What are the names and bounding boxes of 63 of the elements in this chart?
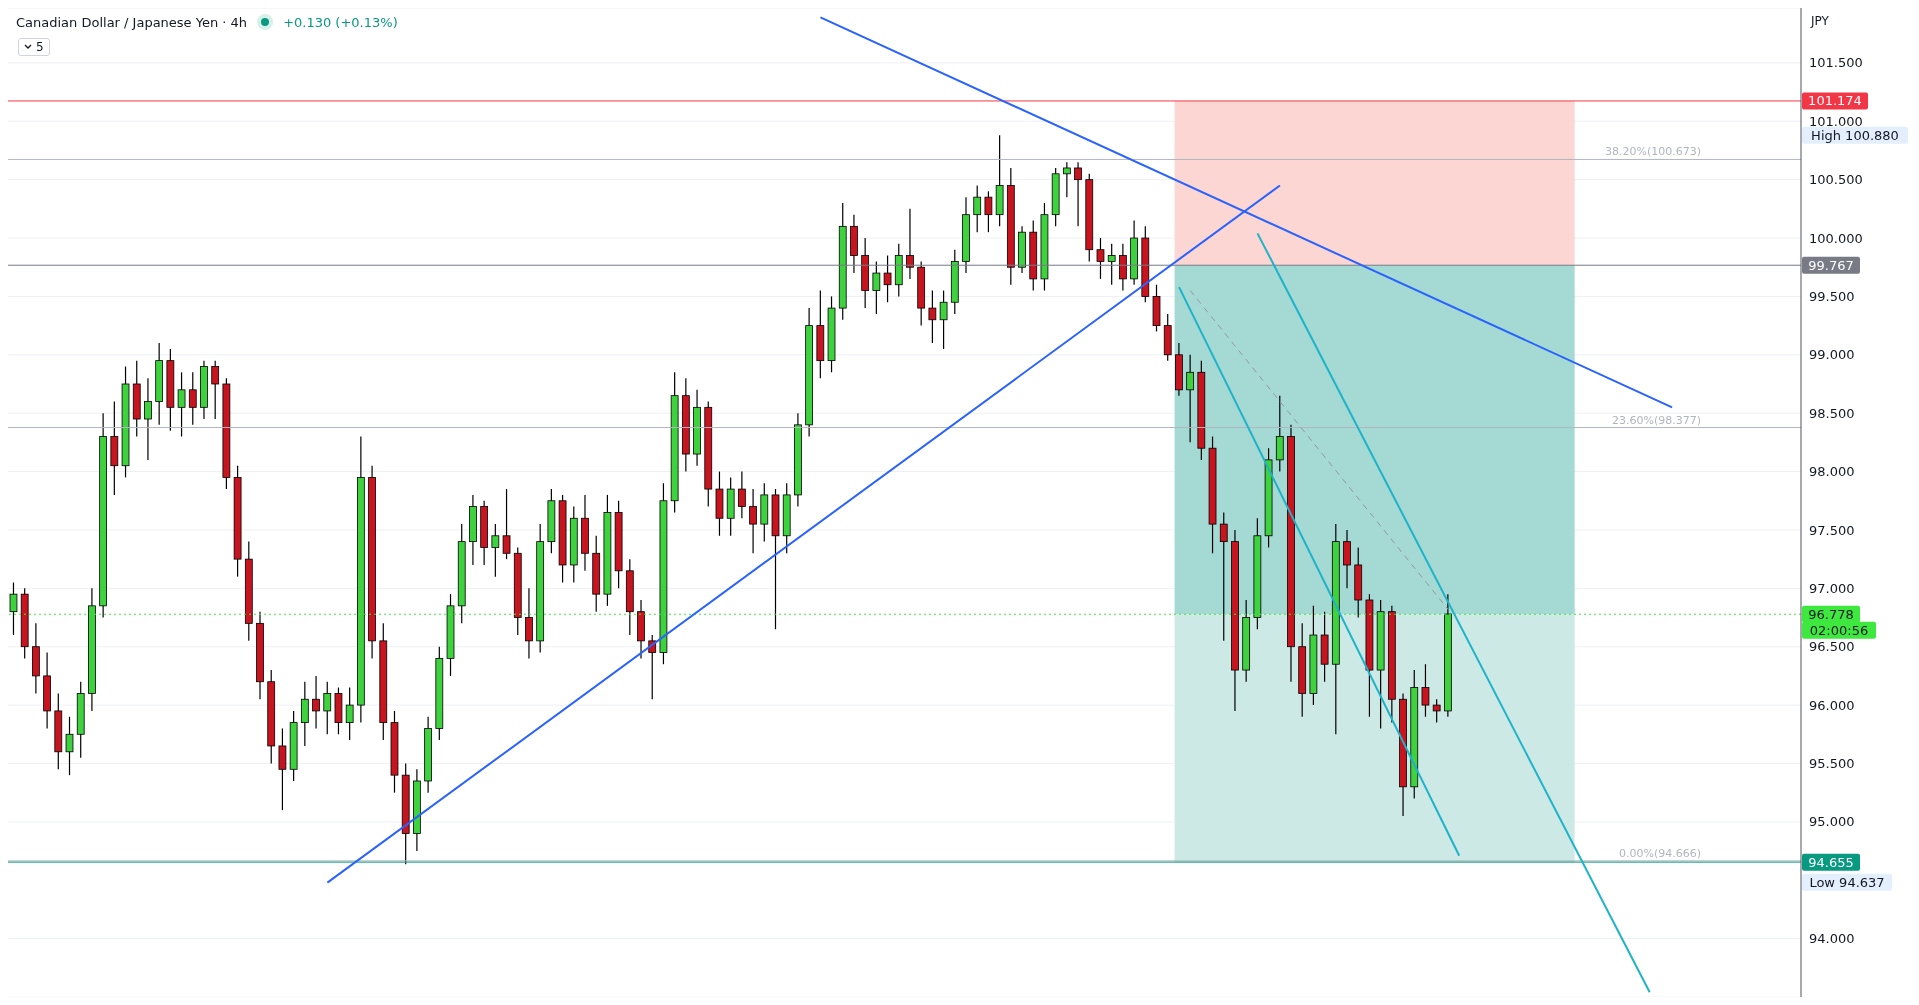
candlestick	[144, 377, 152, 461]
y-tick-label: 99.000	[1809, 347, 1855, 363]
y-tick-label: 100.000	[1809, 230, 1863, 246]
y-tick-label: 94.000	[1809, 931, 1855, 947]
candlestick	[188, 371, 197, 426]
y-tick-label: 96.500	[1809, 639, 1855, 655]
candlestick	[1432, 698, 1441, 724]
candlestick	[928, 289, 937, 344]
candlestick	[1119, 243, 1127, 292]
ref-line-label: 94.655	[1808, 854, 1854, 870]
candlestick	[1275, 395, 1284, 473]
text: High 100.880	[1811, 127, 1899, 143]
candlestick	[1107, 243, 1116, 286]
candlestick	[883, 254, 892, 303]
candlestick	[278, 727, 287, 811]
y-tick-label: 100.500	[1809, 172, 1863, 188]
annotation: 5	[36, 40, 44, 54]
candlestick	[312, 675, 320, 730]
ref-line-label: 101.174	[1808, 93, 1862, 109]
candlestick	[738, 470, 746, 519]
y-axis-title: JPY	[1811, 14, 1829, 28]
y-tick-label: 97.000	[1809, 580, 1855, 596]
y-tick-label: 95.000	[1809, 814, 1855, 830]
y-tick-label: 98.500	[1809, 405, 1855, 421]
text: 02:00:56	[1809, 622, 1869, 638]
y-tick-label: 101.500	[1809, 55, 1863, 71]
candlestick	[211, 360, 220, 420]
y-tick-label: 97.500	[1809, 522, 1855, 538]
ref-line-label: 99.767	[1808, 257, 1854, 273]
candlestick	[1343, 529, 1351, 589]
candlestick	[1186, 354, 1195, 443]
candlestick	[1421, 663, 1430, 718]
candlestick	[749, 488, 757, 554]
candlestick	[1074, 161, 1082, 227]
candlestick	[1062, 161, 1071, 198]
candlestick	[973, 184, 982, 233]
y-tick-label: 96.000	[1809, 697, 1855, 713]
ref-line-label: 38.20%(100.673)	[1604, 145, 1701, 159]
ref-line-label: 23.60%(98.377)	[1611, 413, 1701, 427]
candlestick	[939, 289, 948, 350]
candlestick	[323, 681, 332, 735]
y-tick-label: 101.000	[1809, 113, 1863, 129]
ref-line-label: 96.778	[1808, 606, 1854, 622]
candlestick	[502, 488, 511, 560]
candlestick	[491, 523, 500, 578]
text: Canadian Dollar / Japanese Yen · 4h	[16, 14, 248, 30]
candlestick	[1219, 511, 1228, 642]
y-tick-label: 98.000	[1809, 464, 1855, 480]
candlestick	[65, 716, 74, 776]
candlestick	[300, 681, 309, 747]
candlestick	[177, 371, 186, 438]
text: +0.130 (+0.13%)	[283, 14, 398, 30]
candlestick	[1096, 237, 1105, 280]
candlestick	[906, 208, 914, 280]
candlestick	[984, 190, 993, 233]
text: Low 94.637	[1809, 874, 1885, 890]
ref-line-label: 0.00%(94.666)	[1618, 846, 1701, 860]
candlestick	[9, 581, 18, 636]
candlestick	[525, 587, 533, 659]
candlestick	[872, 260, 881, 315]
y-tick-label: 99.500	[1809, 289, 1855, 305]
y-tick-label: 95.500	[1809, 756, 1855, 772]
candlestick	[345, 686, 354, 741]
